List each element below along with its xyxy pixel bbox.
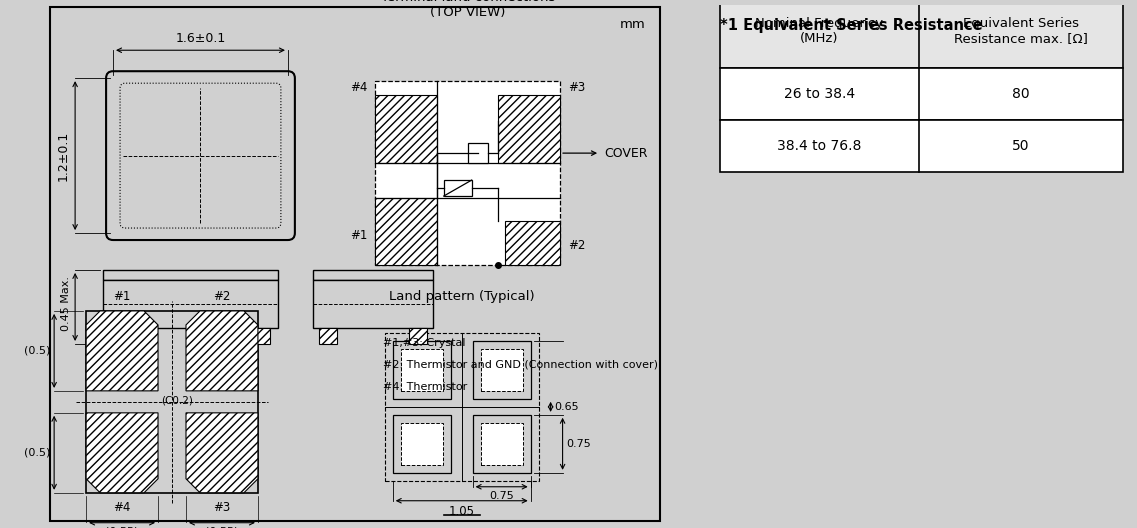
Text: (C0.2): (C0.2): [161, 396, 193, 406]
Bar: [498, 95, 561, 163]
Bar: [473, 341, 531, 399]
Bar: [392, 341, 450, 399]
Bar: [313, 270, 433, 280]
Bar: [384, 333, 539, 481]
Bar: [481, 423, 523, 465]
Text: #2: #2: [568, 239, 586, 252]
Text: (0.5): (0.5): [24, 448, 50, 458]
Text: Land pattern (Typical): Land pattern (Typical): [389, 290, 534, 303]
Text: 38.4 to 76.8: 38.4 to 76.8: [777, 139, 862, 153]
Bar: [111, 328, 133, 344]
Text: mm: mm: [620, 18, 646, 31]
Text: #1,#3: Crystal: #1,#3: Crystal: [383, 338, 465, 348]
Text: #2: Thermistor and GND (Connection with cover): #2: Thermistor and GND (Connection with …: [383, 360, 658, 370]
Polygon shape: [186, 413, 258, 493]
Bar: [392, 415, 450, 473]
Bar: [720, 68, 1123, 120]
Text: 0.45 Max.: 0.45 Max.: [61, 277, 72, 332]
Bar: [400, 423, 442, 465]
FancyBboxPatch shape: [121, 83, 281, 228]
Text: 26 to 38.4: 26 to 38.4: [783, 87, 855, 101]
Text: Equivalent Series
Resistance max. [Ω]: Equivalent Series Resistance max. [Ω]: [954, 17, 1088, 45]
Bar: [318, 328, 337, 344]
Text: #3: #3: [214, 501, 231, 514]
Bar: [481, 349, 523, 391]
FancyBboxPatch shape: [106, 71, 294, 240]
Text: 80: 80: [1012, 87, 1030, 101]
Bar: [375, 95, 438, 163]
Bar: [86, 311, 258, 493]
Text: 1.6±0.1: 1.6±0.1: [175, 32, 225, 45]
Text: #4: #4: [114, 501, 131, 514]
Polygon shape: [86, 311, 158, 391]
Text: #1: #1: [114, 290, 131, 303]
Text: COVER: COVER: [604, 147, 648, 159]
Bar: [467, 143, 488, 163]
Text: 50: 50: [1012, 139, 1030, 153]
Text: 1.05: 1.05: [449, 505, 474, 518]
Bar: [720, 0, 1123, 68]
Bar: [505, 221, 561, 266]
Text: #1: #1: [350, 229, 367, 242]
Text: 1.2±0.1: 1.2±0.1: [57, 130, 70, 181]
Text: #2: #2: [214, 290, 231, 303]
Bar: [400, 349, 442, 391]
Polygon shape: [86, 413, 158, 493]
Bar: [103, 280, 277, 328]
Bar: [103, 270, 277, 280]
Text: (0.55): (0.55): [106, 527, 139, 528]
Bar: [473, 415, 531, 473]
Bar: [248, 328, 269, 344]
Text: *1 Equivalent Series Resistance: *1 Equivalent Series Resistance: [720, 18, 982, 33]
Text: Nominal Frequency
(MHz): Nominal Frequency (MHz): [755, 17, 883, 45]
Bar: [375, 197, 438, 266]
Text: (0.5): (0.5): [24, 346, 50, 356]
Text: #4: Thermistor: #4: Thermistor: [383, 382, 467, 392]
Text: Terminal land connections
(TOP VIEW): Terminal land connections (TOP VIEW): [381, 0, 555, 19]
Bar: [443, 180, 472, 196]
Text: (0.55): (0.55): [206, 527, 239, 528]
Text: #4: #4: [350, 81, 367, 93]
Bar: [409, 328, 426, 344]
Bar: [720, 120, 1123, 172]
Text: 0.65: 0.65: [555, 402, 579, 412]
Text: 0.75: 0.75: [566, 439, 591, 449]
Bar: [313, 280, 433, 328]
Text: 0.75: 0.75: [489, 491, 514, 501]
Text: #3: #3: [568, 81, 586, 93]
Polygon shape: [186, 311, 258, 391]
Bar: [375, 81, 561, 266]
